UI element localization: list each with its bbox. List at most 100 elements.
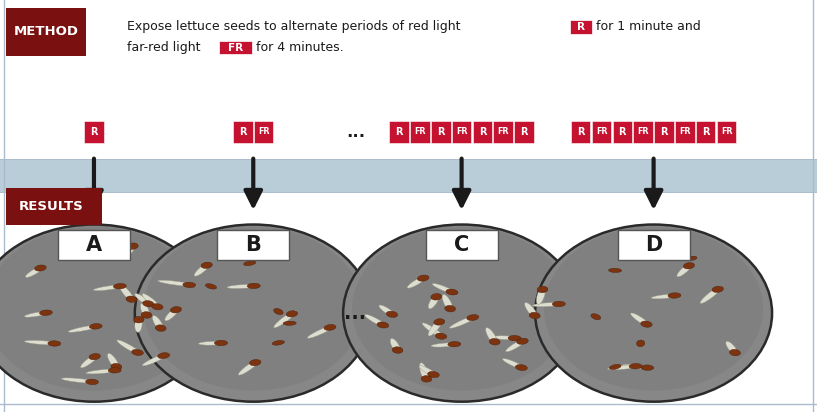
Bar bbox=[410, 121, 430, 143]
Ellipse shape bbox=[427, 372, 440, 377]
Ellipse shape bbox=[391, 339, 400, 353]
Ellipse shape bbox=[428, 319, 443, 336]
Bar bbox=[569, 120, 592, 143]
Ellipse shape bbox=[86, 379, 99, 384]
Ellipse shape bbox=[608, 365, 641, 370]
Bar bbox=[254, 121, 274, 143]
Ellipse shape bbox=[141, 312, 152, 318]
Text: FR: FR bbox=[258, 127, 270, 136]
Text: R: R bbox=[90, 127, 98, 137]
Ellipse shape bbox=[89, 323, 102, 329]
Ellipse shape bbox=[111, 363, 122, 370]
Ellipse shape bbox=[636, 340, 645, 346]
Ellipse shape bbox=[144, 227, 363, 391]
Bar bbox=[0, 0, 817, 159]
Text: B: B bbox=[245, 234, 261, 255]
Ellipse shape bbox=[529, 312, 540, 319]
Ellipse shape bbox=[508, 335, 521, 341]
Bar bbox=[388, 120, 410, 143]
Bar bbox=[696, 121, 716, 143]
Ellipse shape bbox=[61, 378, 99, 383]
Ellipse shape bbox=[352, 227, 571, 391]
Text: R: R bbox=[702, 127, 709, 137]
Ellipse shape bbox=[676, 263, 692, 277]
Ellipse shape bbox=[135, 225, 372, 402]
Ellipse shape bbox=[700, 286, 722, 304]
Ellipse shape bbox=[651, 294, 680, 299]
Ellipse shape bbox=[307, 325, 335, 338]
Ellipse shape bbox=[535, 225, 772, 402]
Bar bbox=[252, 120, 275, 143]
Ellipse shape bbox=[114, 283, 127, 289]
Ellipse shape bbox=[449, 315, 478, 328]
Ellipse shape bbox=[609, 268, 622, 272]
Text: FR: FR bbox=[721, 127, 732, 136]
Text: R: R bbox=[239, 127, 247, 137]
Ellipse shape bbox=[365, 314, 387, 328]
Text: R: R bbox=[520, 127, 528, 137]
Ellipse shape bbox=[81, 354, 98, 368]
Bar bbox=[591, 120, 613, 143]
Text: RESULTS: RESULTS bbox=[19, 200, 84, 213]
Ellipse shape bbox=[712, 286, 723, 293]
Ellipse shape bbox=[730, 349, 740, 356]
Ellipse shape bbox=[489, 339, 500, 345]
Text: for 4 minutes.: for 4 minutes. bbox=[256, 41, 343, 54]
Text: ...: ... bbox=[346, 123, 365, 141]
Text: far-red light: far-red light bbox=[127, 41, 200, 54]
Ellipse shape bbox=[272, 340, 284, 345]
Ellipse shape bbox=[516, 338, 529, 344]
Ellipse shape bbox=[93, 285, 126, 291]
Text: R: R bbox=[395, 127, 403, 137]
Bar bbox=[654, 121, 674, 143]
Ellipse shape bbox=[533, 302, 565, 307]
Ellipse shape bbox=[392, 347, 403, 353]
Ellipse shape bbox=[434, 319, 444, 325]
Bar bbox=[717, 121, 736, 143]
Ellipse shape bbox=[622, 364, 653, 369]
Ellipse shape bbox=[591, 314, 600, 320]
Ellipse shape bbox=[25, 340, 61, 345]
Bar bbox=[471, 120, 493, 143]
Text: R: R bbox=[437, 127, 444, 137]
Ellipse shape bbox=[421, 376, 432, 382]
Bar bbox=[389, 121, 408, 143]
Ellipse shape bbox=[379, 305, 395, 316]
Bar bbox=[694, 120, 717, 143]
Bar bbox=[653, 120, 675, 143]
Ellipse shape bbox=[89, 353, 100, 360]
Ellipse shape bbox=[215, 340, 228, 346]
Bar bbox=[675, 121, 694, 143]
Ellipse shape bbox=[685, 256, 697, 261]
Bar bbox=[217, 230, 289, 260]
Ellipse shape bbox=[725, 341, 738, 355]
Bar bbox=[0, 192, 817, 412]
Ellipse shape bbox=[432, 283, 457, 294]
Bar bbox=[716, 120, 738, 143]
Text: FR: FR bbox=[498, 127, 509, 136]
Text: FR: FR bbox=[456, 127, 467, 136]
Ellipse shape bbox=[407, 276, 427, 288]
Ellipse shape bbox=[34, 265, 47, 271]
Bar bbox=[632, 120, 654, 143]
Ellipse shape bbox=[248, 283, 261, 288]
Ellipse shape bbox=[239, 360, 259, 375]
Text: D: D bbox=[645, 234, 663, 255]
Ellipse shape bbox=[493, 336, 520, 340]
Bar bbox=[6, 188, 102, 225]
Ellipse shape bbox=[444, 305, 456, 312]
Ellipse shape bbox=[75, 243, 86, 249]
Ellipse shape bbox=[537, 286, 546, 304]
Text: R: R bbox=[479, 127, 486, 137]
Bar bbox=[450, 120, 472, 143]
Ellipse shape bbox=[158, 353, 170, 358]
Bar bbox=[431, 121, 450, 143]
Ellipse shape bbox=[0, 225, 212, 402]
Bar bbox=[430, 120, 452, 143]
Ellipse shape bbox=[249, 359, 261, 366]
Ellipse shape bbox=[516, 365, 527, 370]
Ellipse shape bbox=[641, 365, 654, 370]
Ellipse shape bbox=[419, 366, 437, 377]
Ellipse shape bbox=[283, 321, 297, 325]
Ellipse shape bbox=[165, 307, 179, 321]
